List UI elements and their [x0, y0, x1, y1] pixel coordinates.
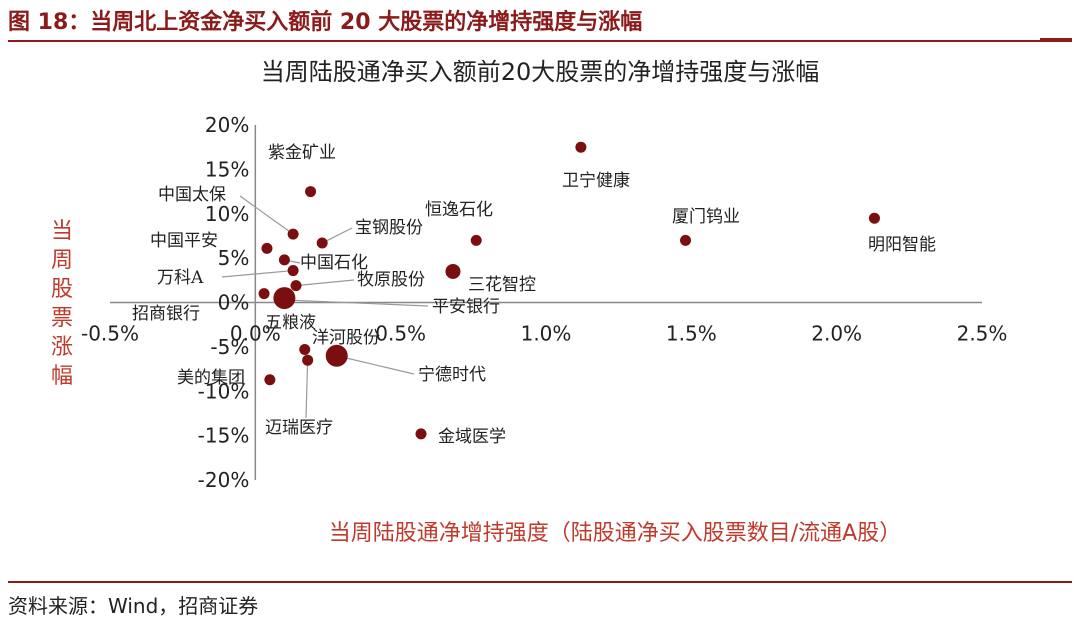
y-axis-label-char: 当 — [51, 219, 73, 244]
point-label: 明阳智能 — [868, 235, 936, 255]
y-axis-label-char: 股 — [51, 277, 73, 302]
point-label: 中国平安 — [150, 231, 218, 251]
leader-line — [321, 227, 353, 244]
point-label: 厦门钨业 — [672, 207, 740, 227]
chart-title: 当周陆股通净买入额前20大股票的净增持强度与涨幅 — [261, 58, 820, 86]
x-tick-label: 2.5% — [957, 322, 1008, 346]
point-label: 洋河股份 — [312, 328, 380, 348]
point-label: 三花智控 — [468, 275, 536, 295]
leader-line — [281, 299, 429, 307]
x-axis-label: 当周陆股通净增持强度（陆股通净买入股票数目/流通A股） — [329, 521, 901, 546]
data-point — [305, 186, 317, 198]
point-label: 恒逸石化 — [425, 200, 493, 220]
leader-line — [305, 360, 309, 419]
data-point — [299, 344, 311, 356]
x-tick-label: 1.0% — [521, 322, 572, 346]
point-label: 五粮液 — [265, 313, 316, 333]
y-tick-label: -20% — [198, 468, 250, 492]
y-axis-label-char: 幅 — [51, 364, 73, 389]
data-point — [470, 234, 482, 246]
point-label: 中国太保 — [158, 185, 226, 205]
point-label: 宁德时代 — [418, 365, 486, 385]
points-group — [258, 141, 880, 440]
scatter-chart: 当周陆股通净买入额前20大股票的净增持强度与涨幅 -0.5% 0.0% 0.5% 1.… — [51, 58, 1007, 546]
ticks-group: -0.5% 0.0% 0.5% 1.0% 1.5% 2.0% 2.5% 20% 15% 10% 5%… — [81, 113, 1007, 492]
data-point — [278, 254, 290, 266]
leader-lines-group — [221, 195, 429, 419]
y-tick-label: 10% — [205, 202, 249, 226]
data-point — [290, 280, 302, 292]
y-axis-label-char: 票 — [51, 306, 73, 331]
data-point — [325, 344, 348, 367]
figure-title: 图 18：当周北上资金净买入额前 20 大股票的净增持强度与涨幅 — [8, 10, 643, 35]
y-tick-label: -15% — [198, 424, 250, 448]
y-tick-label: 20% — [205, 113, 249, 137]
x-tick-label: 2.0% — [811, 322, 862, 346]
y-axis-label-char: 周 — [51, 248, 73, 273]
data-point — [868, 212, 880, 224]
point-label: 招商银行 — [132, 304, 200, 324]
y-tick-label: -10% — [198, 379, 250, 403]
data-point — [316, 237, 328, 249]
data-point — [261, 242, 273, 254]
y-tick-label: 5% — [218, 246, 250, 270]
data-point — [264, 374, 276, 386]
data-point — [275, 294, 287, 306]
point-label: 卫宁健康 — [562, 171, 630, 191]
y-axis-label-char: 涨 — [51, 335, 73, 360]
data-point — [287, 228, 299, 240]
x-tick-label: -0.5% — [81, 322, 139, 346]
point-label: 金域医学 — [438, 427, 506, 447]
leader-line — [336, 355, 415, 375]
y-tick-label: -5% — [210, 335, 249, 359]
point-label: 迈瑞医疗 — [265, 418, 333, 438]
point-label: 紫金矿业 — [268, 143, 336, 163]
axes-group — [110, 125, 982, 480]
point-label: 万科A — [157, 268, 204, 288]
leader-line — [239, 195, 294, 235]
x-tick-label: 0.0% — [230, 322, 281, 346]
leader-line — [221, 269, 294, 278]
y-tick-label: 0% — [218, 291, 250, 315]
point-label: 中国石化 — [300, 253, 368, 273]
data-point — [680, 234, 692, 246]
point-label: 宝钢股份 — [355, 218, 423, 238]
title-rule — [8, 40, 1072, 42]
data-point — [575, 141, 587, 153]
source-note: 资料来源：Wind，招商证券 — [8, 594, 259, 618]
x-tick-label: 1.5% — [666, 322, 717, 346]
data-point — [445, 263, 461, 279]
data-point — [415, 428, 427, 440]
x-tick-label: 0.5% — [375, 322, 426, 346]
data-point — [302, 354, 314, 366]
y-tick-label: 15% — [205, 157, 249, 181]
point-label: 牧原股份 — [357, 270, 425, 290]
leader-line — [295, 279, 355, 287]
title-rule-accent — [1040, 38, 1072, 42]
footer-rule — [8, 581, 1072, 583]
point-label: 平安银行 — [432, 297, 500, 317]
point-label: 美的集团 — [177, 368, 245, 388]
data-point — [258, 288, 270, 300]
data-point — [287, 265, 299, 277]
